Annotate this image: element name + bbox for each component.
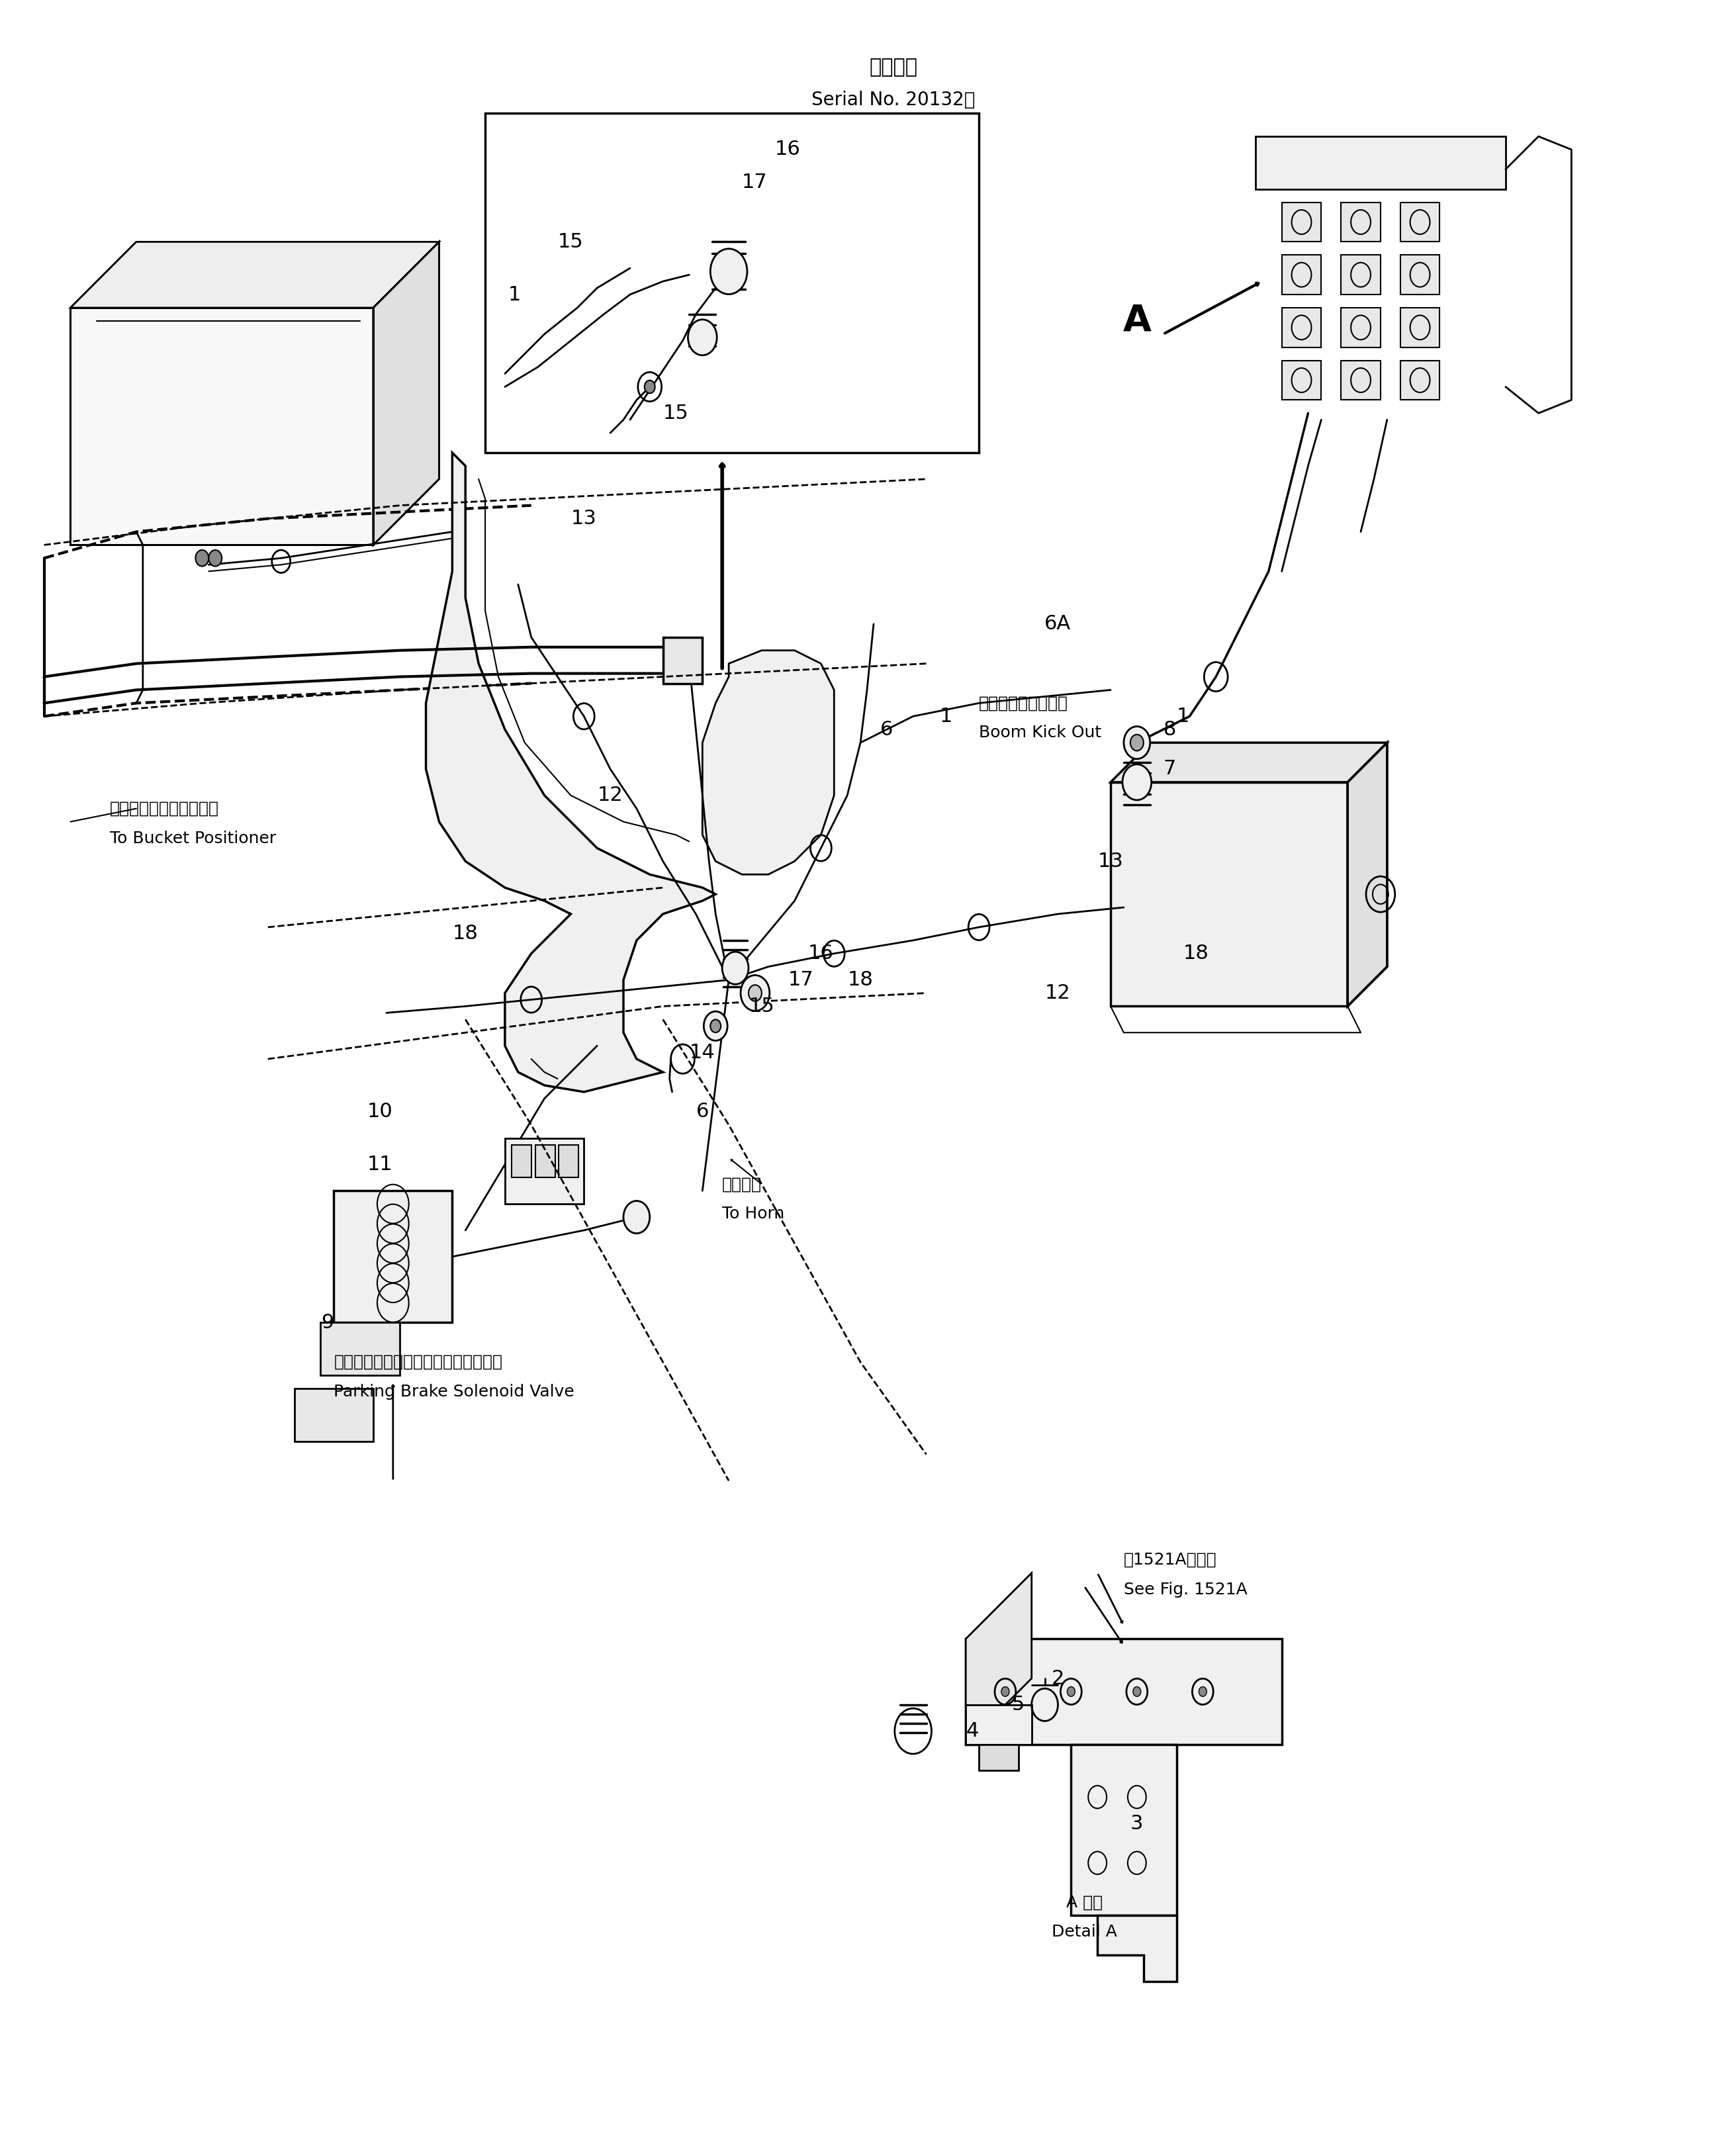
Circle shape (710, 1019, 720, 1032)
Text: 12: 12 (1045, 983, 1071, 1002)
Circle shape (208, 550, 222, 565)
Polygon shape (1071, 1745, 1177, 1916)
Circle shape (196, 550, 208, 565)
Polygon shape (1340, 201, 1380, 242)
Text: 13: 13 (1097, 852, 1123, 871)
Polygon shape (512, 1145, 531, 1178)
Polygon shape (295, 1390, 373, 1441)
Text: 18: 18 (1184, 944, 1208, 963)
Text: 2: 2 (1052, 1668, 1064, 1687)
Text: 6: 6 (696, 1103, 708, 1122)
Text: 18: 18 (453, 925, 479, 944)
Circle shape (1200, 1687, 1207, 1696)
Polygon shape (505, 1139, 583, 1203)
Polygon shape (71, 308, 373, 546)
Polygon shape (535, 1145, 556, 1178)
Polygon shape (1281, 201, 1321, 242)
Text: 15: 15 (663, 403, 689, 422)
Text: 16: 16 (774, 139, 800, 158)
Text: 6A: 6A (1045, 614, 1071, 634)
Text: 9: 9 (321, 1312, 333, 1332)
Circle shape (623, 1201, 649, 1233)
Text: 1: 1 (1177, 707, 1189, 726)
Text: 10: 10 (366, 1103, 392, 1122)
Text: 8: 8 (1163, 719, 1177, 739)
Polygon shape (1281, 360, 1321, 400)
Polygon shape (559, 1145, 578, 1178)
Polygon shape (1347, 743, 1387, 1006)
Circle shape (703, 1011, 727, 1041)
Text: To Bucket Positioner: To Bucket Positioner (109, 831, 276, 846)
Text: 1: 1 (509, 285, 521, 304)
Polygon shape (1340, 360, 1380, 400)
Text: 15: 15 (748, 998, 774, 1015)
Circle shape (1130, 734, 1144, 751)
Polygon shape (1401, 255, 1439, 295)
Polygon shape (663, 638, 703, 683)
Polygon shape (1111, 743, 1387, 781)
Polygon shape (71, 242, 439, 308)
Text: Boom Kick Out: Boom Kick Out (979, 726, 1101, 741)
Text: See Fig. 1521A: See Fig. 1521A (1123, 1582, 1248, 1597)
Text: ハーキングブレーキソレノイドバルブ: ハーキングブレーキソレノイドバルブ (333, 1353, 502, 1370)
Polygon shape (1401, 201, 1439, 242)
Circle shape (644, 381, 654, 394)
Text: 18: 18 (847, 970, 873, 989)
Polygon shape (1340, 255, 1380, 295)
Text: 7: 7 (1163, 760, 1175, 779)
Polygon shape (965, 1574, 1031, 1745)
Text: Parking Brake Solenoid Valve: Parking Brake Solenoid Valve (333, 1383, 575, 1400)
Text: 14: 14 (689, 1043, 715, 1062)
Circle shape (741, 974, 769, 1011)
Text: 11: 11 (366, 1154, 392, 1173)
Circle shape (748, 985, 762, 1002)
Text: A 詳細: A 詳細 (1066, 1895, 1102, 1910)
Polygon shape (1097, 1916, 1177, 1983)
Text: 17: 17 (788, 970, 814, 989)
Text: 15: 15 (557, 231, 583, 250)
Polygon shape (1111, 781, 1347, 1006)
Text: To Horn: To Horn (722, 1205, 785, 1223)
Circle shape (722, 953, 748, 985)
Polygon shape (425, 452, 715, 1092)
Polygon shape (965, 1638, 1281, 1745)
Text: Serial No. 20132～: Serial No. 20132～ (811, 90, 976, 109)
Text: 4: 4 (965, 1721, 979, 1741)
Text: Detail A: Detail A (1052, 1925, 1116, 1940)
Text: 13: 13 (571, 510, 597, 529)
Polygon shape (1281, 255, 1321, 295)
Polygon shape (1255, 137, 1505, 188)
Text: 5: 5 (1012, 1696, 1024, 1715)
Text: 12: 12 (597, 786, 623, 805)
Text: 17: 17 (741, 173, 767, 193)
Text: A: A (1123, 304, 1151, 338)
Circle shape (687, 319, 717, 355)
Circle shape (1123, 726, 1149, 758)
Text: 6: 6 (880, 719, 894, 739)
Text: 第1521A図参照: 第1521A図参照 (1123, 1552, 1217, 1567)
Polygon shape (1401, 360, 1439, 400)
Circle shape (710, 248, 746, 293)
Polygon shape (1401, 308, 1439, 347)
Text: 適用号機: 適用号機 (870, 58, 918, 77)
Text: 3: 3 (1130, 1813, 1144, 1833)
Text: ブームキックアウト: ブームキックアウト (979, 696, 1068, 711)
Polygon shape (1340, 308, 1380, 347)
Text: バケットホジッショナへ: バケットホジッショナへ (109, 801, 219, 816)
Polygon shape (1281, 308, 1321, 347)
Text: 1: 1 (939, 707, 953, 726)
Polygon shape (321, 1323, 399, 1375)
Polygon shape (979, 1745, 1019, 1771)
Polygon shape (703, 651, 833, 874)
Circle shape (1134, 1687, 1141, 1696)
Polygon shape (333, 1190, 453, 1323)
Circle shape (1123, 764, 1151, 801)
Text: 16: 16 (807, 944, 833, 963)
Text: ホーンへ: ホーンへ (722, 1175, 762, 1193)
Circle shape (1068, 1687, 1075, 1696)
Circle shape (1002, 1687, 1009, 1696)
Polygon shape (373, 242, 439, 546)
Polygon shape (965, 1704, 1031, 1745)
